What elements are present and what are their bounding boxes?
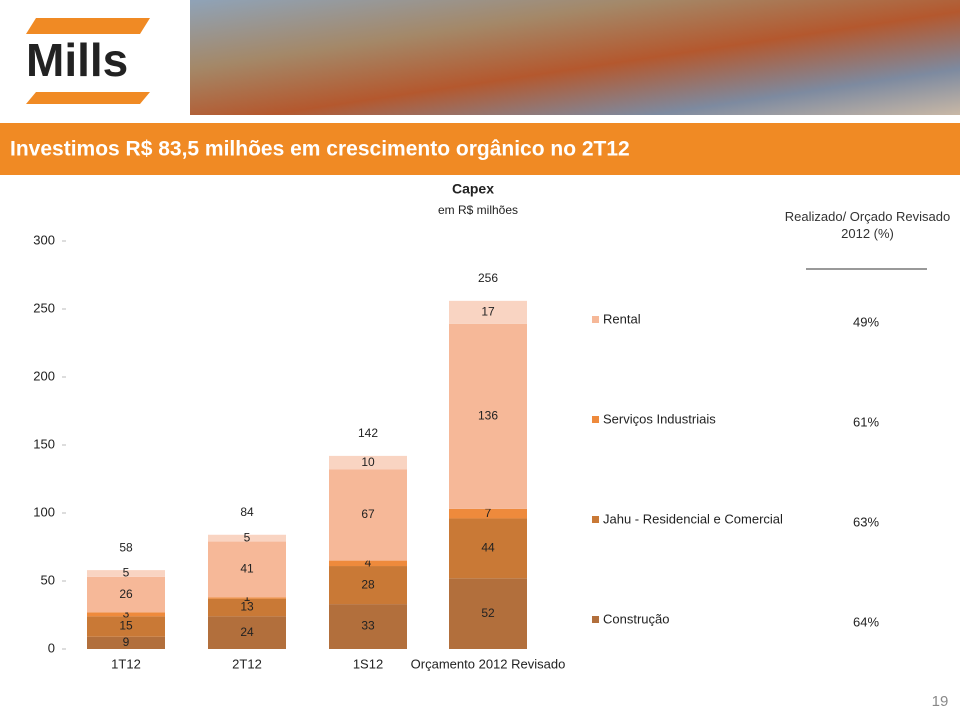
bar-segment: [329, 469, 407, 561]
realizado-value: 63%: [853, 514, 879, 529]
realizado-header-box: Realizado/ Orçado Revisado 2012 (%): [784, 209, 951, 241]
bar-segment: [87, 570, 165, 577]
legend-swatch: [592, 516, 599, 523]
title-band: [0, 123, 960, 175]
data-label: 67: [361, 507, 375, 521]
legend-swatch: [592, 316, 599, 323]
logo: Mills: [26, 34, 128, 86]
total-label: 256: [478, 271, 498, 285]
y-tick-label: 50: [41, 572, 55, 587]
y-tick-label: 250: [33, 300, 55, 315]
data-label: 4: [365, 555, 372, 569]
logo-stripe: [26, 92, 150, 104]
bar-segment: [449, 508, 527, 519]
bar-segment: [329, 604, 407, 649]
realizado-header: Realizado/ Orçado Revisado 2012 (%): [784, 209, 951, 241]
x-tick-label: 1S12: [353, 656, 383, 671]
y-tick-label: 150: [33, 436, 55, 451]
bar-segment: [87, 636, 165, 649]
bar-segment: [208, 598, 286, 617]
logo-stripe: [26, 18, 150, 34]
realizado-value: 64%: [853, 614, 879, 629]
data-label: 5: [123, 566, 130, 580]
bar-segment: [449, 518, 527, 579]
data-label: 136: [478, 409, 498, 423]
header-photo: [190, 0, 960, 115]
bar-segment: [449, 323, 527, 509]
data-label: 28: [361, 577, 375, 591]
data-label: 52: [481, 606, 495, 620]
slide-title: Investimos R$ 83,5 milhões em cresciment…: [10, 138, 630, 161]
data-label: 26: [119, 587, 133, 601]
data-label: 13: [240, 600, 254, 614]
bar-segment: [87, 576, 165, 613]
data-label: 5: [244, 530, 251, 544]
data-label: 24: [240, 625, 254, 639]
total-label: 84: [240, 505, 254, 519]
data-label: 10: [361, 455, 375, 469]
x-tick-label: 2T12: [232, 656, 262, 671]
x-tick-label: Orçamento 2012 Revisado: [411, 656, 566, 671]
page-number: 19: [932, 693, 949, 710]
bar-segment: [329, 560, 407, 567]
bar-segment: [449, 300, 527, 324]
bar-segment: [87, 612, 165, 617]
bar-segment: [87, 616, 165, 637]
chart-title: Capex: [452, 181, 494, 197]
legend-swatch: [592, 616, 599, 623]
data-label: 44: [481, 541, 495, 555]
realizado-value: 49%: [853, 314, 879, 329]
bar-segment: [329, 566, 407, 605]
legend-label: Rental: [603, 311, 641, 326]
data-label: 41: [240, 562, 254, 576]
total-label: 58: [119, 540, 133, 554]
data-label: 3: [123, 606, 130, 620]
legend-label: Serviços Industriais: [603, 411, 716, 426]
data-label: 7: [485, 506, 492, 520]
y-tick-label: 100: [33, 504, 55, 519]
data-label: 17: [481, 305, 495, 319]
bar-segment: [449, 578, 527, 649]
legend-swatch: [592, 416, 599, 423]
y-tick-label: 300: [33, 232, 55, 247]
bar-segment: [208, 541, 286, 598]
bar-segment: [208, 597, 286, 599]
total-label: 142: [358, 426, 378, 440]
chart-subtitle: em R$ milhões: [438, 203, 518, 217]
data-label: 15: [119, 619, 133, 633]
y-tick-label: 0: [48, 640, 55, 655]
legend-label: Jahu - Residencial e Comercial: [603, 511, 783, 526]
bar-segment: [208, 534, 286, 542]
data-label: 33: [361, 619, 375, 633]
legend-label: Construção: [603, 611, 669, 626]
data-label: 9: [123, 635, 130, 649]
y-tick-label: 200: [33, 368, 55, 383]
bar-segment: [208, 616, 286, 649]
realizado-value: 61%: [853, 414, 879, 429]
x-tick-label: 1T12: [111, 656, 141, 671]
bar-segment: [329, 455, 407, 470]
